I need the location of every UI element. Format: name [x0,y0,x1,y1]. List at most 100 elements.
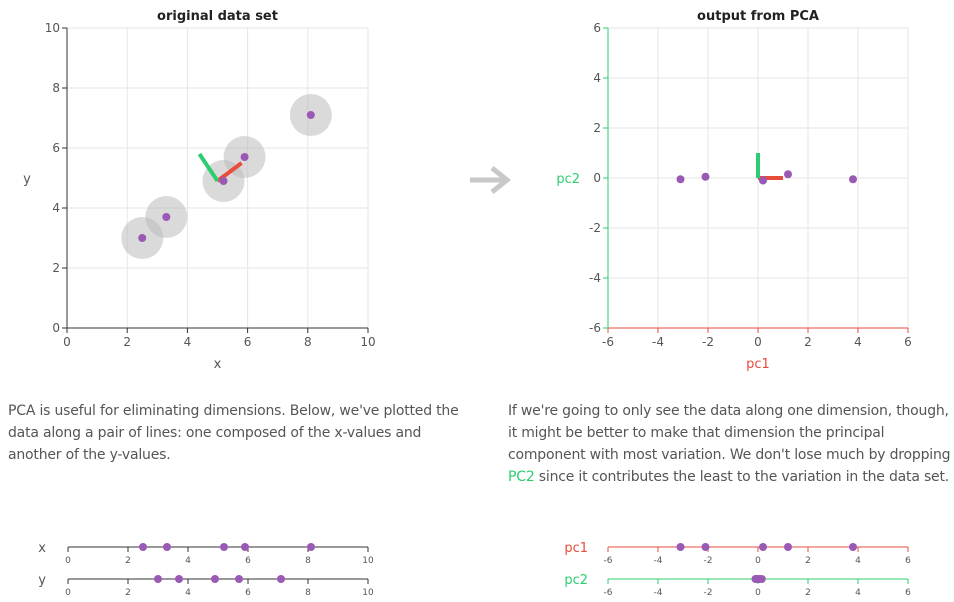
x-tick-label: 6 [904,335,912,349]
number-line-tick-label: 4 [185,556,191,566]
data-point [676,175,685,184]
right-paragraph-text-2: since it contributes the least to the va… [534,469,950,485]
y-axis-label: y [23,172,31,187]
number-line-tick-label: 6 [905,588,911,598]
left-paragraph: PCA is useful for eliminating dimensions… [8,400,468,466]
number-line-point [220,543,228,551]
y-tick-label: -6 [589,321,601,335]
number-line-tick-label: 4 [855,556,861,566]
number-line-tick-label: 6 [245,588,251,598]
y-tick-label: 4 [52,201,60,215]
x-tick-label: 10 [360,335,375,349]
number-line-tick-label: 8 [305,588,311,598]
number-line-tick-label: -6 [604,556,613,566]
number-line-tick-label: 2 [125,556,131,566]
x-tick-label: 2 [804,335,812,349]
number-line-tick-label: 6 [905,556,911,566]
number-line-point [307,543,315,551]
number-line-tick-label: -4 [654,556,663,566]
number-line-tick-label: 0 [65,588,71,598]
y-tick-label: 2 [52,261,60,275]
data-point [306,111,315,119]
x-tick-label: -6 [602,335,614,349]
data-point [162,213,171,221]
chart-title: output from PCA [697,9,819,24]
number-line-point [211,575,219,583]
number-line-label: y [38,573,46,588]
number-line-tick-label: 2 [805,588,811,598]
y-tick-label: -2 [589,221,601,235]
pca-output-chart: -6 -4 -2 0 2 4 6 -6 -4 -2 0 2 4 6 output from PCA pc1 pc… [556,9,911,372]
right-arrow-icon [470,166,512,194]
x-axis-label: x [214,357,222,372]
right-paragraph: If we're going to only see the data alon… [508,400,952,488]
number-line-tick-label: 0 [755,588,761,598]
number-line-point [759,543,767,551]
number-line-tick-label: -6 [604,588,613,598]
number-line-tick-label: 4 [855,588,861,598]
number-line-tick-label: 8 [305,556,311,566]
number-line-label: pc2 [564,573,588,588]
y-tick-label: 10 [45,21,60,35]
number-line-tick-label: 4 [185,588,191,598]
y-tick-label: 4 [593,71,601,85]
right-arrow-shape [470,166,512,194]
data-point [759,176,767,185]
number-line-point [277,575,285,583]
data-point [849,175,857,184]
number-line-point [154,575,162,583]
y-tick-label: 6 [52,141,60,155]
number-line-tick-label: -2 [704,556,713,566]
x-tick-label: 2 [123,335,131,349]
y-axis-label: pc2 [556,172,580,187]
pc2-highlight: PC2 [508,469,535,485]
x-tick-label: 6 [244,335,252,349]
right-paragraph-text-1: If we're going to only see the data alon… [508,403,951,463]
number-line-point [701,543,710,551]
x-tick-label: 4 [854,335,862,349]
number-line-point [241,543,249,551]
x-tick-label: 0 [754,335,762,349]
number-line-tick-label: 10 [362,556,374,566]
number-line-point [676,543,685,551]
y-tick-label: -4 [589,271,601,285]
y-tick-label: 6 [593,21,601,35]
chart-title: original data set [157,9,278,24]
data-point [138,234,147,242]
number-line-point [849,543,857,551]
y-tick-label: 0 [52,321,60,335]
pc-number-lines: pc1 -6 -4 -2 0 2 4 6 pc2 -6 -4 -2 0 2 4 6 [564,541,911,598]
number-line-point [235,575,243,583]
number-line-point [784,543,792,551]
pc2-vector [197,152,220,183]
left-paragraph-text: PCA is useful for eliminating dimensions… [8,403,459,463]
x-axis-label: pc1 [746,357,770,372]
number-line-label: pc1 [564,541,588,556]
number-line-tick-label: 2 [125,588,131,598]
y-tick-label: 0 [593,171,601,185]
data-point [701,172,710,181]
x-tick-label: -4 [652,335,664,349]
number-line-point [163,543,171,551]
number-line-point [139,543,147,551]
number-line-tick-label: -2 [704,588,713,598]
number-line-tick-label: 10 [362,588,374,598]
number-line-tick-label: 2 [805,556,811,566]
y-tick-label: 2 [593,121,601,135]
number-line-label: x [38,541,46,556]
number-line-point [175,575,183,583]
data-point [240,153,249,161]
x-tick-label: -2 [702,335,714,349]
xy-number-lines: x 0 2 4 6 8 10 y 0 2 4 6 8 10 [38,541,374,598]
data-point [219,177,228,185]
number-line-tick-label: -4 [654,588,663,598]
x-tick-label: 0 [63,335,71,349]
data-point [784,170,792,179]
x-tick-label: 4 [184,335,192,349]
x-tick-label: 8 [304,335,312,349]
number-line-tick-label: 0 [755,556,761,566]
y-tick-label: 8 [52,81,60,95]
original-data-chart: 0 2 4 6 8 10 0 2 4 6 8 10 original data set x y [23,9,375,372]
number-line-tick-label: 0 [65,556,71,566]
